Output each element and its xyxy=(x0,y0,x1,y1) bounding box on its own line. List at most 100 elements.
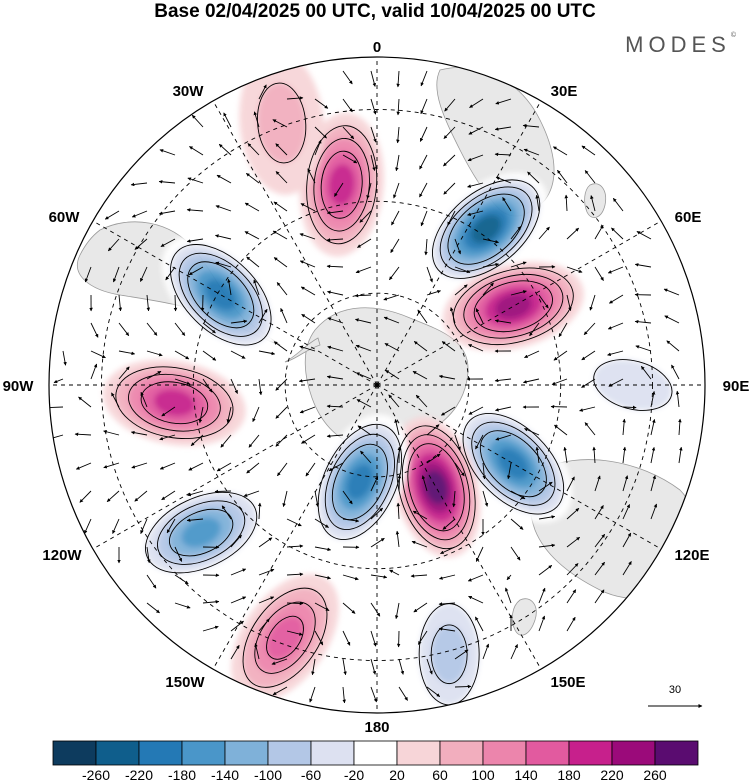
wind-vector xyxy=(161,406,176,417)
wind-vector xyxy=(146,602,160,614)
wind-vector xyxy=(640,366,652,380)
wind-vector xyxy=(389,266,400,281)
wind-vector xyxy=(280,307,288,324)
meridian-line xyxy=(92,220,378,386)
anomaly-contour xyxy=(187,261,255,329)
wind-vector xyxy=(469,98,484,108)
wind-vector xyxy=(216,174,232,184)
wind-vector xyxy=(584,422,596,436)
wind-vector xyxy=(607,266,624,274)
wind-vector xyxy=(370,70,377,87)
wind-vector xyxy=(426,289,441,296)
wind-vector xyxy=(468,595,484,604)
wind-vector xyxy=(443,182,456,195)
wind-vector xyxy=(650,503,658,520)
wind-vector xyxy=(566,476,575,492)
anomaly-contour xyxy=(439,186,533,272)
wind-vector xyxy=(130,182,148,187)
map-border xyxy=(48,56,706,714)
wind-vector xyxy=(622,405,637,410)
wind-vector xyxy=(118,350,136,356)
wind-vector xyxy=(443,126,456,139)
wind-vector xyxy=(327,345,344,352)
colorbar-tick-label: 220 xyxy=(600,767,624,782)
colorbar-swatch xyxy=(482,740,527,766)
wind-vector xyxy=(396,502,401,520)
wind-vector xyxy=(354,293,372,298)
wind-vector xyxy=(510,261,527,268)
wind-vector xyxy=(566,589,577,604)
wind-vector xyxy=(326,434,344,438)
wind-vector xyxy=(608,294,624,304)
wind-vector xyxy=(579,406,596,412)
wind-vector xyxy=(635,345,652,352)
wind-vector xyxy=(326,238,344,242)
wind-vector xyxy=(174,546,183,562)
wind-vector xyxy=(342,98,353,113)
wind-vector xyxy=(538,481,553,492)
colorbar-swatch xyxy=(224,740,269,766)
colorbar-swatch xyxy=(181,740,226,766)
wind-vector xyxy=(356,399,372,408)
colorbar-tick-label: 60 xyxy=(432,767,448,782)
wind-vector xyxy=(202,322,216,334)
wind-vector xyxy=(411,540,428,548)
wind-vector xyxy=(454,284,468,296)
colorbar-swatch xyxy=(353,740,398,766)
wind-vector xyxy=(311,658,316,676)
wind-vector xyxy=(607,350,624,357)
wind-vector xyxy=(370,537,385,548)
wind-vector xyxy=(467,574,484,582)
wind-vector xyxy=(494,319,512,324)
wind-vector xyxy=(159,434,176,441)
wind-vector xyxy=(342,686,346,704)
anomaly-contour xyxy=(593,359,673,411)
wind-vector xyxy=(355,318,372,324)
wind-vector xyxy=(438,627,456,632)
wind-vector xyxy=(482,462,486,480)
wind-vector xyxy=(275,171,288,184)
wind-vector xyxy=(396,98,400,116)
wind-vector xyxy=(394,419,400,436)
wind-vector xyxy=(398,686,408,701)
wind-vector xyxy=(454,238,461,255)
anomaly-contour xyxy=(462,412,565,515)
wind-vector xyxy=(273,201,288,212)
wind-vector xyxy=(314,518,329,528)
anomaly-level xyxy=(181,517,221,548)
colorbar-tick-label: -20 xyxy=(344,767,364,782)
wind-vector xyxy=(538,615,546,632)
wind-vector xyxy=(258,378,263,396)
wind-vector xyxy=(395,154,400,172)
wind-vector xyxy=(186,238,204,243)
lon-label-150w: 150W xyxy=(165,674,205,691)
wind-vector xyxy=(111,392,120,408)
wind-vector xyxy=(276,282,288,296)
wind-vector xyxy=(314,490,320,508)
wind-vector xyxy=(300,203,316,212)
wind-vector xyxy=(230,319,248,324)
wind-vector xyxy=(385,369,400,380)
colorbar-swatch xyxy=(138,740,183,766)
anomaly-negative xyxy=(133,483,269,582)
wind-vector xyxy=(393,182,400,199)
colorbar-tick-labels: -260 -220 -180 -140 -100 -60 -20 20 60 100 140 180 2… xyxy=(82,767,667,782)
wind-vector xyxy=(258,618,270,632)
wind-vector xyxy=(75,462,92,470)
wind-vector xyxy=(78,396,92,408)
wind-vector xyxy=(622,504,631,520)
wind-vector xyxy=(581,350,596,361)
wind-vector xyxy=(299,233,316,240)
latitude-circle xyxy=(192,200,562,570)
anomaly-contour-group xyxy=(317,423,403,540)
wind-vector xyxy=(271,658,288,665)
wind-vector xyxy=(299,345,316,352)
wind-vector xyxy=(594,589,605,604)
wind-vector xyxy=(214,489,232,494)
meridian-line xyxy=(376,100,542,386)
lon-label-120w: 120W xyxy=(42,547,82,564)
anomaly-contour xyxy=(447,193,525,265)
wind-vector xyxy=(90,322,99,338)
wind-vector xyxy=(226,406,232,423)
wind-vector xyxy=(566,507,580,520)
